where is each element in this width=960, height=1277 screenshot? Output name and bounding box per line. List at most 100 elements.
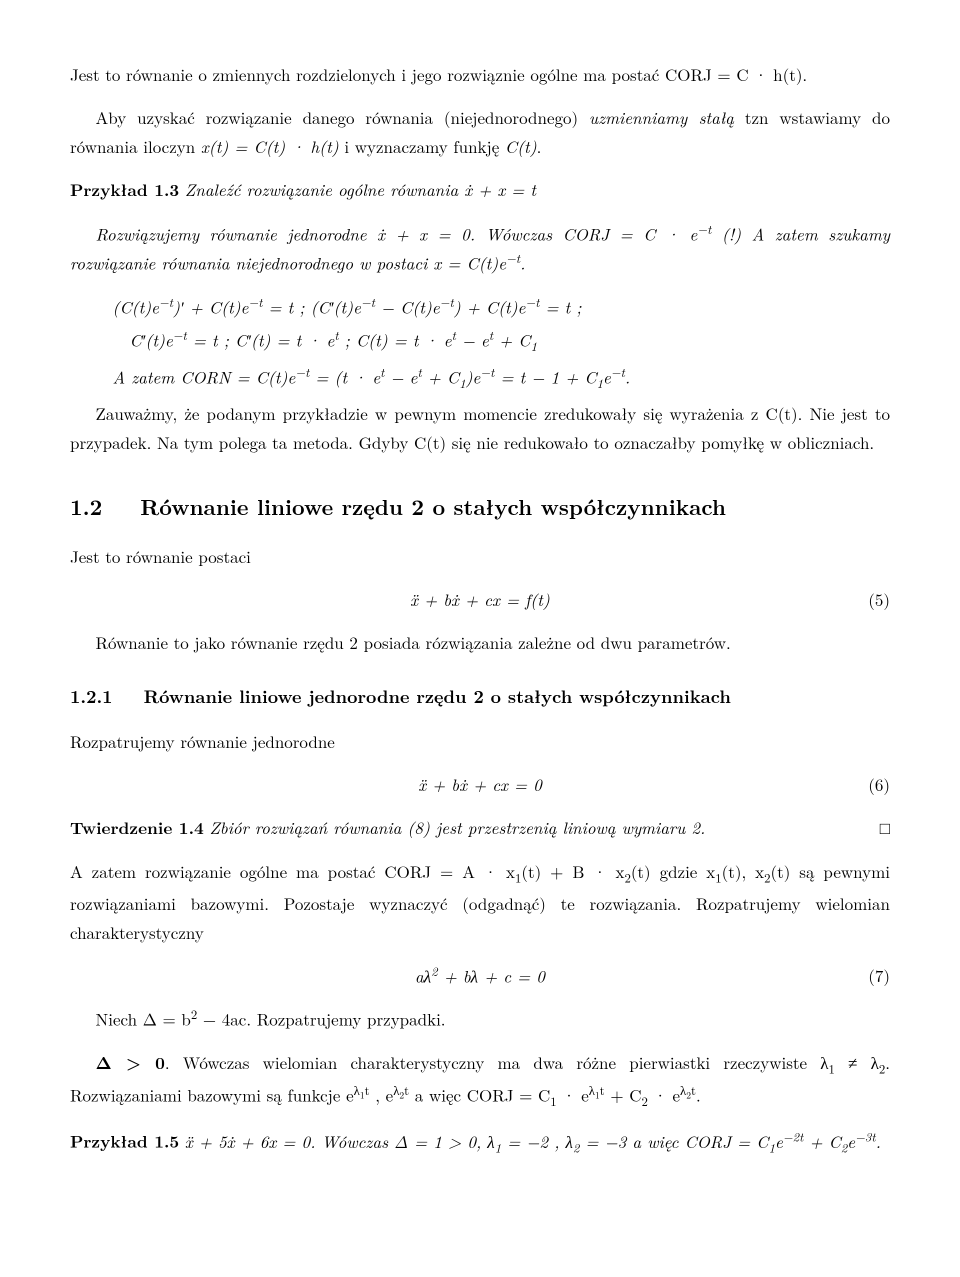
s: −t xyxy=(480,363,494,381)
equation-number: (5) xyxy=(868,585,890,614)
t: a więc CORJ = C xyxy=(409,1082,550,1106)
paragraph-1: Jest to równanie o zmiennych rozdzielony… xyxy=(70,60,890,89)
section-number: 1.2 xyxy=(70,491,102,522)
s: −t xyxy=(361,293,375,311)
sup: −t xyxy=(506,249,520,267)
t: + C xyxy=(605,1082,642,1106)
t: = t ; xyxy=(539,294,581,318)
t: . xyxy=(625,365,630,389)
derivation-block: (C(t)e−t)′ + C(t)e−t = t ; (C′(t)e−t − C… xyxy=(113,292,891,395)
subsection-1-2-1-heading: 1.2.1 Równanie liniowe jednorodne rzędu … xyxy=(70,682,890,713)
t: = −2 , λ xyxy=(501,1129,573,1153)
s: −t xyxy=(525,293,539,311)
t: Niech Δ = b xyxy=(96,1007,191,1031)
t: e xyxy=(847,1129,855,1153)
theorem-label: Twierdzenie 1.4 xyxy=(70,816,204,840)
text: Rozwiązujemy równanie jednorodne ẋ + x =… xyxy=(96,221,698,245)
t: (t) gdzie x xyxy=(631,859,715,883)
equation-7: aλ2 + bλ + c = 0 (7) xyxy=(70,961,890,991)
example-1-3-solution: Rozwiązujemy równanie jednorodne ẋ + x =… xyxy=(70,219,890,278)
s: λ2t xyxy=(680,1081,696,1099)
t: e xyxy=(775,1129,783,1153)
section-1-2-after: Równanie to jako równanie rzędu 2 posiad… xyxy=(70,628,890,657)
t: . Wówczas wielomian charakterystyczny ma… xyxy=(165,1050,829,1074)
t: + C xyxy=(422,365,459,389)
s: −t xyxy=(440,293,454,311)
example-label: Przykład 1.3 xyxy=(70,178,179,202)
theorem-statement: Zbiór rozwiązań równania (8) jest przest… xyxy=(209,815,705,839)
t: − e xyxy=(456,328,489,352)
t: = t ; C′(t) = t · e xyxy=(187,328,335,352)
equation-6: ẍ + bẋ + cx = 0 (6) xyxy=(70,770,890,799)
equation-5: ẍ + bẋ + cx = f(t) (5) xyxy=(70,585,890,614)
t: )e xyxy=(466,365,481,389)
case-label: Δ > 0 xyxy=(96,1051,165,1075)
t: · e xyxy=(648,1082,680,1106)
qed-icon: □ xyxy=(880,813,890,842)
section-1-2-heading: 1.2 Równanie liniowe rzędu 2 o stałych w… xyxy=(70,488,890,525)
t: + bλ + c = 0 xyxy=(438,963,545,987)
basis-paragraph: A zatem rozwiązanie ogólne ma postać COR… xyxy=(70,857,890,947)
t: + C xyxy=(493,328,530,352)
s: −t xyxy=(173,326,187,344)
t: (t), x xyxy=(722,859,764,883)
t: − C(t)e xyxy=(375,294,440,318)
equation-number: (6) xyxy=(868,770,890,799)
subsection-1-2-1-intro: Rozpatrujemy równanie jednorodne xyxy=(70,727,890,756)
s: −t xyxy=(295,363,309,381)
t: , e xyxy=(370,1082,394,1106)
s: −t xyxy=(611,363,625,381)
t: = (t · e xyxy=(309,365,380,389)
equation-number: (7) xyxy=(868,961,890,990)
sup: −t xyxy=(697,220,711,238)
s: −t xyxy=(159,293,173,311)
eq-line-1: (C(t)e−t)′ + C(t)e−t = t ; (C′(t)e−t − C… xyxy=(113,292,891,322)
t: ; C(t) = t · e xyxy=(339,328,452,352)
t: aλ xyxy=(415,963,431,987)
t: ≠ λ xyxy=(835,1050,879,1074)
equation-body: ẍ + bẋ + cx = f(t) xyxy=(410,585,550,614)
s: λ2t xyxy=(393,1081,409,1099)
example-statement: Znaleźć rozwiązanie ogólne równania ẋ + … xyxy=(185,177,536,201)
eq-line-2: C′(t)e−t = t ; C′(t) = t · et ; C(t) = t… xyxy=(130,325,891,358)
t: ) + C(t)e xyxy=(454,294,526,318)
text: . xyxy=(520,251,525,275)
t: (t) + B · x xyxy=(521,859,624,883)
text: Aby uzyskać rozwiązanie danego równania … xyxy=(70,105,890,158)
t: C′(t)e xyxy=(130,328,173,352)
example-1-5: Przykład 1.5 ẍ + 5ẋ + 6x = 0. Wówczas Δ … xyxy=(70,1126,890,1159)
equation-body: aλ2 + bλ + c = 0 xyxy=(415,961,545,991)
t: )′ + C(t)e xyxy=(173,294,248,318)
t: − 4ac. Rozpatrujemy przypadki. xyxy=(197,1007,445,1031)
t: . xyxy=(876,1129,881,1153)
t: + C xyxy=(803,1129,840,1153)
s: −2t xyxy=(783,1127,804,1145)
t: A zatem CORN = C(t)e xyxy=(113,365,296,389)
t: = −3 a więc CORJ = C xyxy=(579,1129,768,1153)
s: λ1t xyxy=(354,1081,370,1099)
theorem-1-4: Twierdzenie 1.4 Zbiór rozwiązań równania… xyxy=(70,813,890,843)
t: e xyxy=(603,365,611,389)
subsection-title: Równanie liniowe jednorodne rzędu 2 o st… xyxy=(144,684,731,709)
delta-paragraph: Niech Δ = b2 − 4ac. Rozpatrujemy przypad… xyxy=(70,1004,890,1034)
section-1-2-intro: Jest to równanie postaci xyxy=(70,542,890,571)
case-delta-positive: Δ > 0. Wówczas wielomian charakterystycz… xyxy=(70,1048,890,1113)
example-1-3: Przykład 1.3 Znaleźć rozwiązanie ogólne … xyxy=(70,175,890,205)
t: = t − 1 + C xyxy=(494,365,596,389)
s: −3t xyxy=(855,1127,876,1145)
s: −t xyxy=(248,293,262,311)
t: A zatem rozwiązanie ogólne ma postać COR… xyxy=(70,859,515,883)
section-title: Równanie liniowe rzędu 2 o stałych współ… xyxy=(140,491,726,522)
s: λ1t xyxy=(589,1081,605,1099)
equation-body: ẍ + bẋ + cx = 0 xyxy=(418,770,542,799)
eq-line-3: A zatem CORN = C(t)e−t = (t · et − et + … xyxy=(113,362,891,395)
example-statement: ẍ + 5ẋ + 6x = 0. Wówczas Δ = 1 > 0, λ1 =… xyxy=(185,1129,881,1153)
method-note: Zauważmy, że podanym przykładzie w pewny… xyxy=(70,399,890,457)
t: − e xyxy=(384,365,417,389)
t: ẍ + 5ẋ + 6x = 0. Wówczas Δ = 1 > 0, λ xyxy=(185,1129,495,1153)
sb: 1 xyxy=(530,337,537,355)
example-label: Przykład 1.5 xyxy=(70,1130,179,1154)
t: · e xyxy=(557,1082,589,1106)
paragraph-2: Aby uzyskać rozwiązanie danego równania … xyxy=(70,103,890,161)
t: . xyxy=(696,1082,701,1106)
